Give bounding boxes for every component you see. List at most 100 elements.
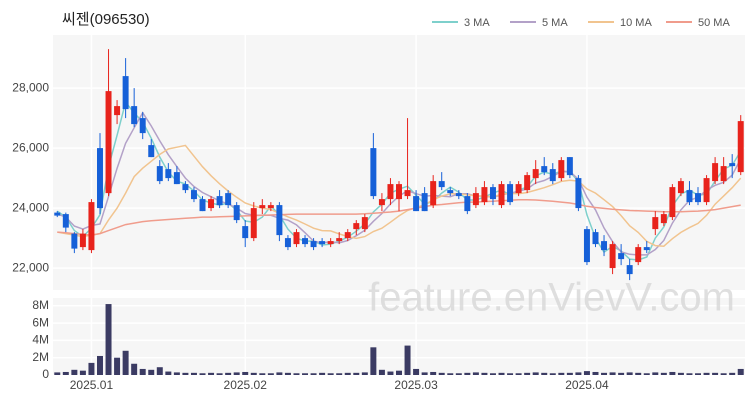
volume-bar [635, 372, 642, 375]
volume-bar [361, 372, 368, 375]
volume-bar [618, 372, 625, 375]
legend-label: 10 MA [620, 17, 652, 29]
volume-bar [541, 372, 548, 375]
volume-bar [396, 370, 402, 375]
candle-body [592, 232, 599, 245]
volume-bar [199, 373, 206, 375]
volume-bar [455, 373, 462, 375]
candle-body [413, 196, 420, 212]
candle-body [361, 217, 368, 230]
volume-bar [566, 372, 573, 375]
candle-body [524, 175, 531, 191]
volume-bar [413, 368, 420, 375]
candle-body [669, 187, 676, 218]
volume-bar [643, 373, 650, 375]
candle-body [199, 199, 206, 212]
legend-label: 3 MA [464, 17, 490, 29]
candle-body [353, 223, 360, 230]
volume-bar [242, 371, 249, 375]
candle-body [182, 184, 189, 191]
volume-bar [472, 372, 479, 375]
candle-body [712, 163, 719, 182]
volume-bar [609, 372, 616, 375]
candle-body [139, 118, 146, 134]
candle-body [88, 202, 95, 251]
x-tick-label: 2025.01 [70, 378, 114, 392]
candle-body [225, 193, 232, 206]
candle-body [618, 253, 625, 260]
volume-bar [173, 372, 180, 375]
volume-bar [62, 371, 69, 375]
candle-body [703, 178, 710, 203]
volume-bar [122, 350, 129, 375]
volume-bar [310, 373, 317, 375]
volume-bar [148, 369, 155, 375]
volume-bar [729, 372, 736, 375]
candle-body [635, 247, 642, 263]
volume-bar [284, 372, 291, 375]
candle-body [695, 193, 702, 203]
volume-bar [387, 371, 394, 375]
candle-body [327, 241, 334, 245]
candle-body [165, 169, 172, 179]
volume-bar [259, 373, 266, 375]
volume-bar [353, 372, 360, 375]
candle-body [507, 184, 514, 203]
candle-body [71, 233, 78, 249]
candle-body [293, 232, 300, 245]
volume-bar [131, 363, 138, 375]
candle-body [344, 232, 351, 239]
candle-body [242, 226, 249, 239]
volume-bar [302, 373, 309, 375]
volume-bar [250, 372, 257, 375]
candle-body [370, 148, 377, 197]
candle-body [652, 217, 659, 230]
volume-bar [327, 373, 334, 375]
candle-body [489, 187, 496, 200]
volume-bar [225, 372, 232, 375]
candle-body [122, 76, 129, 110]
volume-bar [558, 372, 565, 375]
volume-bar [601, 372, 608, 375]
volume-bar [669, 371, 676, 375]
y2-tick-label: 6M [32, 315, 49, 329]
candle-body [387, 184, 394, 200]
volume-bar [652, 372, 659, 375]
volume-bar [96, 355, 103, 375]
volume-bar [139, 368, 146, 375]
chart-title: 씨젠(096530) [62, 11, 150, 28]
candle-body [404, 190, 411, 197]
volume-bar [378, 369, 385, 375]
candle-body [378, 199, 385, 206]
volume-bar [165, 371, 172, 375]
candle-body [498, 184, 505, 206]
volume-bar [190, 372, 197, 375]
volume-bar [156, 367, 163, 375]
candle-body [686, 190, 693, 203]
candle-body [62, 214, 69, 228]
volume-bar [404, 345, 411, 375]
x-tick-label: 2025.04 [565, 378, 609, 392]
volume-bar [79, 370, 86, 375]
candle-body [626, 265, 633, 275]
candle-body [216, 196, 223, 206]
candle-body [250, 208, 257, 239]
volume-bar [626, 372, 633, 375]
volume-bar [549, 373, 556, 375]
candle-body [472, 193, 479, 206]
volume-bar [712, 372, 719, 375]
volume-bar [686, 373, 693, 375]
volume-bar [293, 373, 300, 375]
candle-body [660, 214, 667, 224]
candle-body [131, 106, 138, 125]
candle-body [455, 193, 462, 197]
candle-body [541, 166, 548, 173]
candle-body [481, 187, 488, 203]
volume-bar [515, 373, 522, 375]
candle-body [114, 106, 121, 116]
volume-panel [53, 298, 745, 375]
volume-bar [233, 372, 240, 375]
volume-bar [592, 371, 599, 375]
candle-body [173, 172, 180, 185]
ma-line [57, 144, 742, 247]
